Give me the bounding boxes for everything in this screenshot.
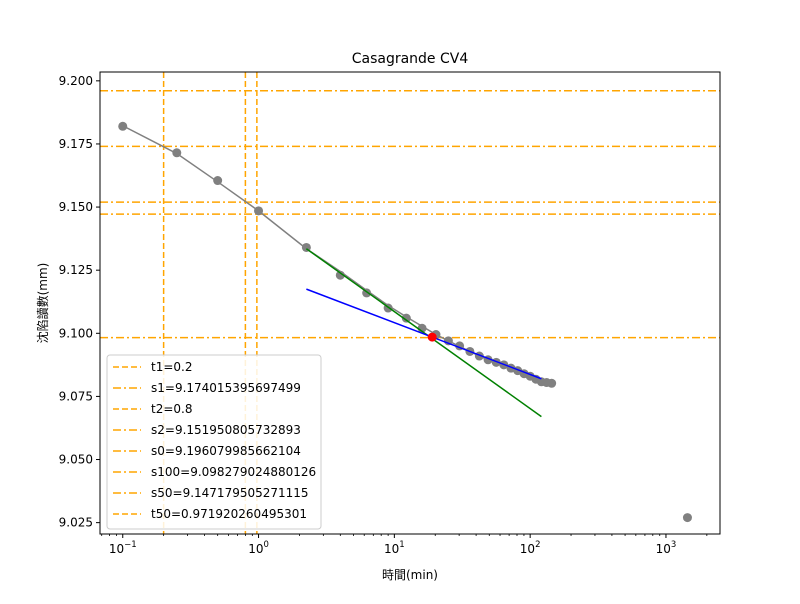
axes-frame [99, 71, 721, 535]
y-tick-label-5: 9.075 [59, 389, 93, 403]
legend-label-4: s0=9.196079985662104 [151, 444, 301, 458]
intersection-point [427, 332, 437, 342]
y-tick-label-3: 9.125 [59, 263, 93, 277]
y-tick-label-2: 9.150 [59, 200, 93, 214]
data-point-1 [172, 148, 182, 158]
plot-area [100, 72, 720, 534]
y-tick-label-1: 9.175 [59, 137, 93, 151]
data-point-3 [254, 206, 264, 216]
data-point-5 [335, 270, 345, 280]
data-point-2 [213, 176, 223, 186]
y-tick-label-4: 9.100 [59, 326, 93, 340]
y-tick-label-7: 9.025 [59, 516, 93, 530]
data-point-8 [401, 313, 411, 323]
legend-label-0: t1=0.2 [151, 360, 192, 374]
legend-label-3: s2=9.151950805732893 [151, 423, 301, 437]
chart-title: Casagrande CV4 [352, 51, 469, 67]
y-tick-label-6: 9.050 [59, 453, 93, 467]
legend-label-7: t50=0.971920260495301 [151, 507, 307, 521]
x-tick-label-4: 103 [656, 540, 677, 556]
legend-label-6: s50=9.147179505271115 [151, 486, 309, 500]
x-axis: 10−1 100 101 102 103 [101, 534, 708, 556]
x-axis-label: 時間(min) [382, 568, 438, 582]
green-tangent-line [305, 248, 542, 418]
y-axis-label: 沈陷讀數(mm) [35, 263, 50, 344]
x-tick-label-3: 102 [520, 540, 541, 556]
data-point-25 [547, 378, 557, 388]
y-tick-label-0: 9.200 [59, 74, 93, 88]
legend: t1=0.2 s1=9.174015395697499 t2=0.8 s2=9.151… [106, 354, 322, 530]
x-tick-label-2: 101 [384, 540, 405, 556]
legend-label-2: t2=0.8 [151, 402, 192, 416]
x-tick-label-0: 10−1 [109, 540, 137, 556]
data-point-26 [682, 513, 692, 523]
x-tick-label-1: 100 [248, 540, 269, 556]
y-axis: 9.200 9.175 9.150 9.125 9.100 9.075 9.050 9.025 [59, 74, 100, 530]
blue-tangent-line [306, 288, 542, 380]
data-point-0 [118, 121, 128, 131]
legend-label-5: s100=9.098279024880126 [151, 465, 316, 479]
legend-box [106, 354, 322, 530]
legend-label-1: s1=9.174015395697499 [151, 381, 301, 395]
